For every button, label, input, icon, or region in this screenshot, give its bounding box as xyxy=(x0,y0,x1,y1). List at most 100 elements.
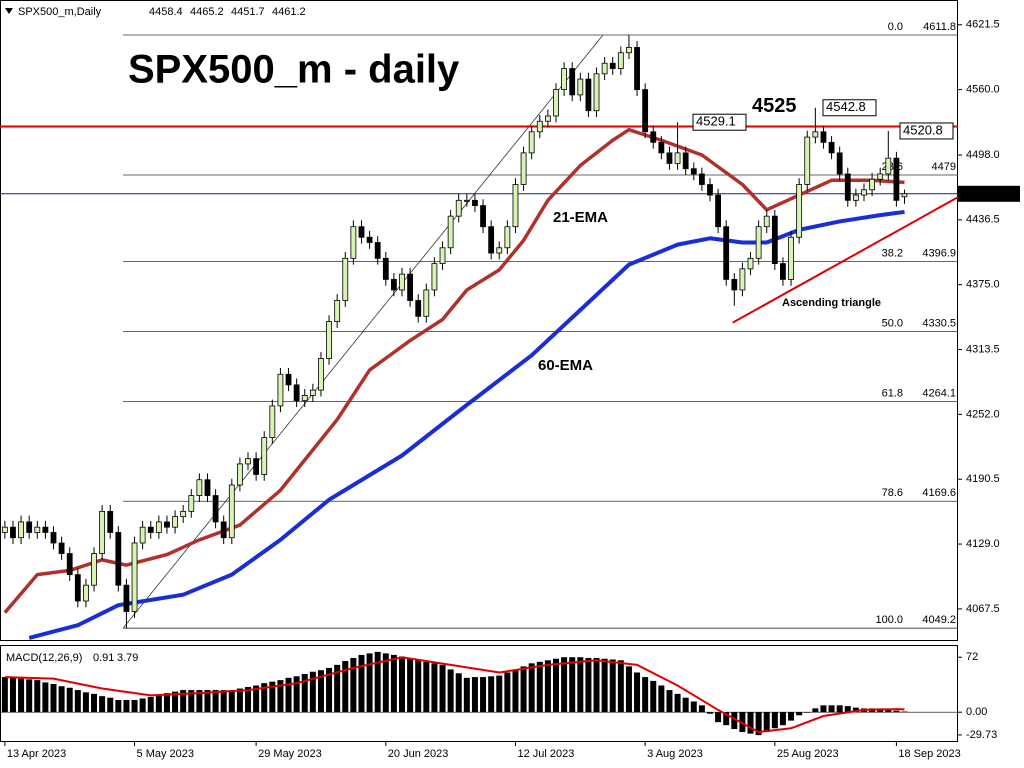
ema-line xyxy=(3,127,905,614)
macd-bar xyxy=(1,677,8,713)
header-high: 4465.2 xyxy=(190,6,224,18)
candle-body xyxy=(99,510,106,554)
macd-bar xyxy=(690,701,697,713)
x-tick-label: 20 Jun 2023 xyxy=(388,748,449,760)
ema-label: 60-EMA xyxy=(538,357,593,374)
candle-body xyxy=(617,52,624,69)
candle-body xyxy=(674,152,681,164)
macd-bar xyxy=(593,657,600,713)
candle-body xyxy=(74,574,81,602)
price-label: 4520.8 xyxy=(903,122,943,137)
candle-body xyxy=(593,73,600,112)
symbol: SPX500_m,Daily xyxy=(18,6,102,18)
candle-body xyxy=(107,510,114,533)
chart-title: SPX500_m - daily xyxy=(128,48,460,92)
candle-body xyxy=(715,194,721,228)
candle-body xyxy=(812,131,819,138)
candle-body xyxy=(666,152,673,164)
macd-bar xyxy=(763,712,770,733)
candle-body xyxy=(536,120,543,133)
candle-body xyxy=(115,532,122,586)
menu-triangle xyxy=(5,8,13,14)
candle-body xyxy=(245,458,251,465)
triangle-label: Ascending triangle xyxy=(782,297,881,309)
candle-body xyxy=(439,247,446,264)
candle-body xyxy=(1,526,8,533)
macd-bar xyxy=(617,660,624,713)
macd-bar xyxy=(326,667,333,713)
candle-body xyxy=(512,184,519,228)
macd-value: 0.91 xyxy=(93,652,114,664)
candle-body xyxy=(293,384,300,402)
macd-bar xyxy=(901,711,908,713)
candle-body xyxy=(172,516,178,528)
header-close: 4461.2 xyxy=(272,6,306,18)
candle-body xyxy=(334,300,341,322)
fib-price: 4049.2 xyxy=(922,614,956,626)
macd-label: MACD(12,26,9) xyxy=(6,652,82,664)
macd-bar xyxy=(236,688,243,713)
macd-bar xyxy=(836,705,843,713)
candle-body xyxy=(66,553,73,576)
candle-body xyxy=(577,78,584,96)
macd-bar xyxy=(431,663,438,713)
macd-bar xyxy=(747,712,754,734)
macd-bar xyxy=(309,671,316,713)
macd-bar xyxy=(34,680,41,713)
macd-bar xyxy=(9,677,16,713)
candle-body xyxy=(488,226,495,254)
candle-body xyxy=(285,373,292,386)
candle-body xyxy=(350,226,357,259)
candle-body xyxy=(277,373,284,407)
macd-bar xyxy=(131,699,138,713)
macd-bar xyxy=(172,691,179,713)
macd-bar xyxy=(261,683,268,713)
macd-bar xyxy=(496,675,503,713)
current-price-label: 4461.2 xyxy=(964,188,998,200)
macd-bar xyxy=(820,705,827,713)
macd-bar xyxy=(844,706,851,713)
candle-body xyxy=(407,273,414,301)
candle-body xyxy=(504,226,511,249)
candle-body xyxy=(731,279,738,291)
candle-body xyxy=(139,526,146,544)
candle-body xyxy=(131,542,138,612)
macd-bar xyxy=(625,666,632,713)
macd-bar xyxy=(528,663,535,713)
macd-bar xyxy=(674,693,681,713)
macd-bar xyxy=(812,708,819,713)
macd-bar xyxy=(885,709,892,713)
candle-body xyxy=(34,526,41,533)
candle-body xyxy=(10,526,16,539)
candle-body xyxy=(318,358,324,391)
candle-body xyxy=(147,526,154,533)
macd-bar xyxy=(18,678,25,713)
macd-bar xyxy=(804,712,811,713)
candle-body xyxy=(188,495,195,512)
macd-bar xyxy=(269,681,276,713)
macd-tick-label: -29.73 xyxy=(966,729,997,741)
macd-bar xyxy=(115,699,122,713)
macd-bar xyxy=(390,654,397,713)
x-tick-label: 12 Jul 2023 xyxy=(517,748,574,760)
candle-body xyxy=(212,495,219,523)
fib-level: 38.2 xyxy=(882,247,903,259)
macd-bar xyxy=(569,657,576,713)
macd-bar xyxy=(285,677,292,713)
macd-bar xyxy=(796,712,803,716)
fib-price: 4396.9 xyxy=(922,247,956,259)
fib-price: 4330.5 xyxy=(922,318,956,330)
fib-price: 4169.6 xyxy=(922,487,956,499)
ema-line xyxy=(28,209,905,640)
candle-body xyxy=(83,584,89,602)
macd-bar xyxy=(577,657,584,713)
candle-body xyxy=(804,136,811,185)
candle-body xyxy=(755,226,762,259)
candle-body xyxy=(771,215,778,264)
fib-level: 0.0 xyxy=(888,21,903,33)
macd-bar xyxy=(66,687,73,713)
candle-body xyxy=(164,521,170,528)
candle-body xyxy=(18,521,24,539)
macd-bar xyxy=(512,669,519,713)
x-tick-label: 5 May 2023 xyxy=(137,748,194,760)
